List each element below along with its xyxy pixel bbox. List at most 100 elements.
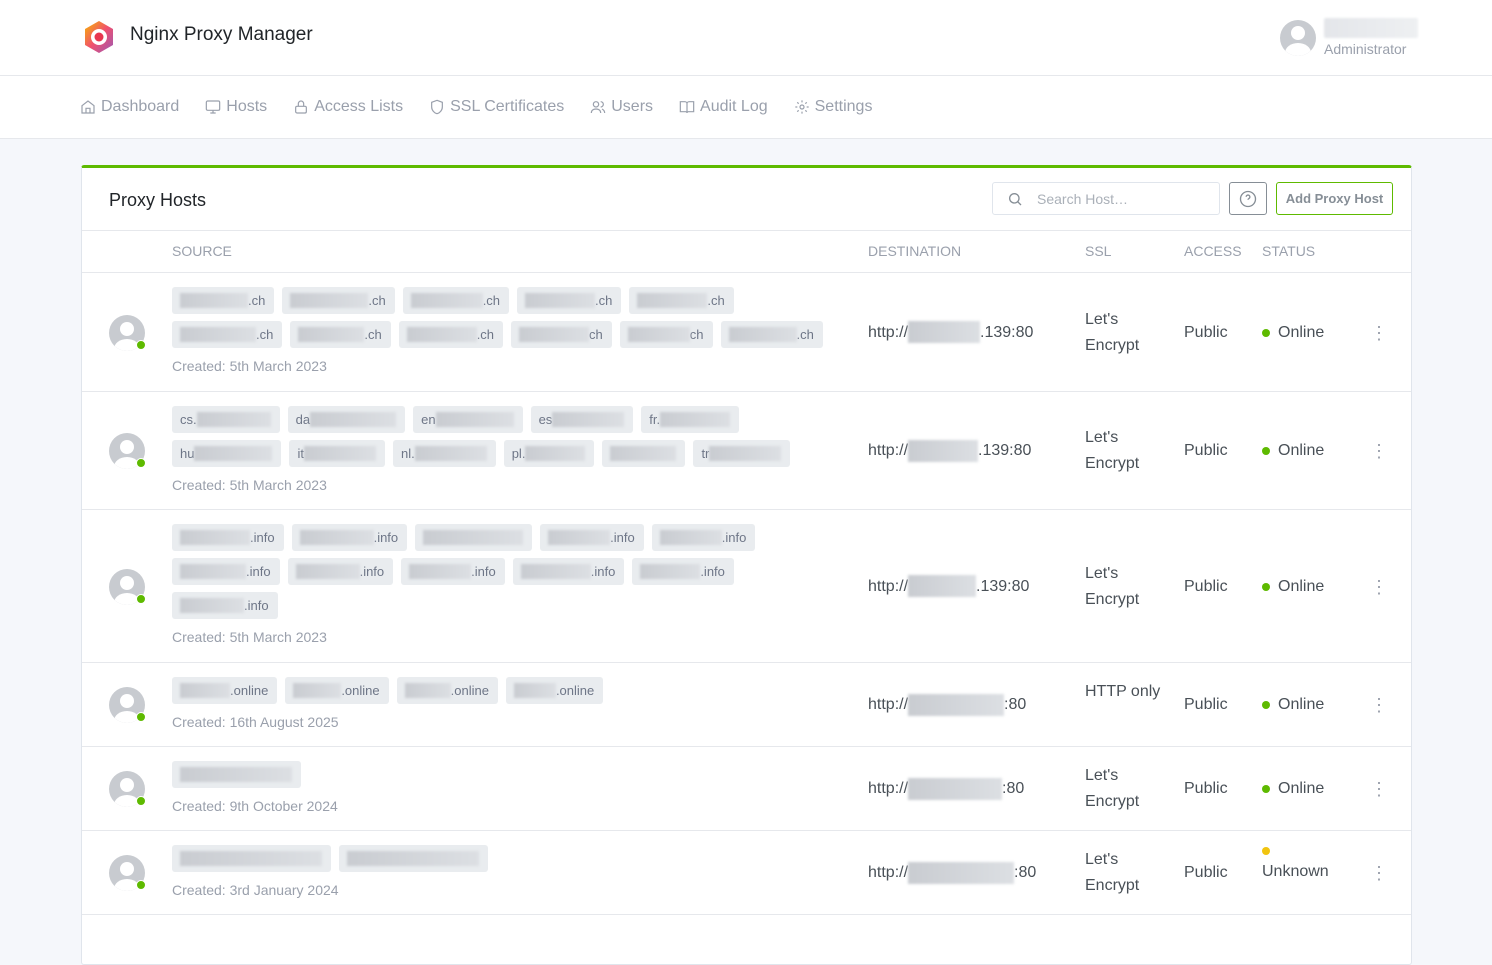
domain-tag[interactable]: it xyxy=(289,440,385,467)
add-proxy-host-button[interactable]: Add Proxy Host xyxy=(1276,182,1393,215)
row-actions-menu-icon[interactable]: ⋮ xyxy=(1370,441,1388,461)
redacted-text xyxy=(423,530,524,545)
search-icon xyxy=(1009,192,1022,205)
dest-prefix: http:// xyxy=(868,864,909,881)
created-date: Created: 16th August 2025 xyxy=(172,714,339,730)
domain-tag[interactable] xyxy=(339,845,488,872)
domain-tag[interactable]: .ch xyxy=(402,287,510,314)
domain-tag[interactable]: pl. xyxy=(503,440,595,467)
domain-tag[interactable]: .info xyxy=(512,558,625,585)
domain-tag[interactable] xyxy=(602,440,686,467)
domain-tag[interactable]: cs. xyxy=(172,406,280,433)
domain-tag[interactable]: nl. xyxy=(392,440,496,467)
domain-tag[interactable]: .online xyxy=(172,677,278,704)
domain-tag[interactable]: .ch xyxy=(172,287,275,314)
redacted-text xyxy=(435,412,514,427)
domain-tag[interactable]: ch xyxy=(511,321,612,348)
nav-audit-log[interactable]: Audit Log xyxy=(679,98,768,116)
domain-tag[interactable]: .info xyxy=(540,524,644,551)
dest-prefix: http:// xyxy=(868,780,909,797)
col-status: STATUS xyxy=(1262,243,1316,259)
source-cell: cs. da en es fr. hu it nl. pl. tr Created: 5th Mar… xyxy=(172,406,842,493)
search-input[interactable]: Search Host… xyxy=(992,182,1220,215)
domain-tag[interactable]: .ch xyxy=(517,287,622,314)
ssl-cell: Let's Encrypt xyxy=(1085,310,1140,354)
table-row[interactable]: .info .info .info .info .info .info .info .info… xyxy=(82,510,1411,663)
destination-cell[interactable]: http://:80 xyxy=(868,860,1036,886)
user-name-redacted xyxy=(1324,18,1418,38)
domain-tag[interactable] xyxy=(415,524,533,551)
row-actions-menu-icon[interactable]: ⋮ xyxy=(1370,322,1388,343)
redacted-text xyxy=(908,439,979,462)
help-button[interactable] xyxy=(1229,182,1267,215)
domain-tag[interactable]: .info xyxy=(651,524,756,551)
row-actions-menu-icon[interactable]: ⋮ xyxy=(1370,779,1388,799)
domain-tag[interactable]: .info xyxy=(172,524,284,551)
status-dot xyxy=(1262,582,1270,591)
table-row[interactable]: Created: 3rd January 2024 http://:80 Let's… xyxy=(82,831,1411,915)
access-cell: Public xyxy=(1184,442,1228,459)
domain-tag[interactable]: .ch xyxy=(398,321,504,348)
redacted-text xyxy=(908,693,1005,716)
nav-dashboard[interactable]: Dashboard xyxy=(80,98,179,116)
domain-tag[interactable]: ch xyxy=(619,321,713,348)
redacted-text xyxy=(659,530,722,545)
redacted-text xyxy=(728,327,797,342)
domain-tag[interactable]: da xyxy=(287,406,406,433)
dest-prefix: http:// xyxy=(868,696,909,713)
destination-cell[interactable]: http://:80 xyxy=(868,776,1024,802)
destination-cell[interactable]: http:// .139:80 xyxy=(868,320,1033,346)
row-actions-menu-icon[interactable]: ⋮ xyxy=(1370,863,1388,883)
table-row[interactable]: .online .online .online .online Created: 16t… xyxy=(82,663,1411,747)
redacted-text xyxy=(709,446,782,461)
row-actions-menu-icon[interactable]: ⋮ xyxy=(1370,695,1388,715)
redacted-text xyxy=(410,293,483,308)
destination-cell[interactable]: http:// .139:80 xyxy=(868,438,1031,464)
domain-tag[interactable]: .info xyxy=(287,558,394,585)
row-actions-menu-icon[interactable]: ⋮ xyxy=(1370,576,1388,597)
domain-tag[interactable]: .online xyxy=(285,677,389,704)
dest-prefix: http:// xyxy=(868,323,909,341)
domain-tag[interactable]: fr. xyxy=(641,406,740,433)
domain-tag[interactable]: .info xyxy=(172,592,278,619)
redacted-text xyxy=(627,327,690,342)
domain-tag[interactable]: .online xyxy=(396,677,498,704)
domain-tag[interactable] xyxy=(172,761,301,788)
domain-tag[interactable]: tr xyxy=(693,440,791,467)
nav-users[interactable]: Users xyxy=(590,98,653,116)
domain-tag[interactable]: .info xyxy=(632,558,734,585)
domain-tag[interactable]: .ch xyxy=(629,287,734,314)
domain-tag[interactable]: .info xyxy=(172,558,280,585)
col-access: ACCESS xyxy=(1184,243,1242,259)
domain-tag[interactable]: .info xyxy=(291,524,408,551)
status-cell: Unknown xyxy=(1262,847,1329,885)
card-header: Proxy Hosts Search Host… Add Proxy Host xyxy=(82,168,1411,231)
redacted-text xyxy=(409,564,472,579)
domain-tag[interactable]: .ch xyxy=(720,321,823,348)
domain-tag[interactable]: en xyxy=(413,406,523,433)
domain-tag[interactable]: hu xyxy=(172,440,282,467)
table-row[interactable]: .ch .ch .ch .ch .ch .ch .ch .ch ch ch .ch Created: … xyxy=(82,273,1411,392)
nav-access-lists[interactable]: Access Lists xyxy=(293,98,403,116)
domain-tag[interactable]: .info xyxy=(401,558,505,585)
nav-ssl-certificates[interactable]: SSL Certificates xyxy=(429,98,564,116)
access-cell: Public xyxy=(1184,696,1228,713)
table-row[interactable]: Created: 9th October 2024 http://:80 Let's… xyxy=(82,747,1411,831)
domain-tag[interactable]: .ch xyxy=(282,287,395,314)
created-date: Created: 3rd January 2024 xyxy=(172,882,339,898)
shield-icon xyxy=(431,99,444,115)
user-menu[interactable]: Administrator xyxy=(1280,18,1418,57)
domain-tag[interactable]: .ch xyxy=(290,321,391,348)
domain-tag[interactable]: .online xyxy=(505,677,604,704)
domain-tag[interactable]: es xyxy=(530,406,634,433)
nav-settings[interactable]: Settings xyxy=(794,98,872,116)
destination-cell[interactable]: http://:80 xyxy=(868,692,1026,718)
user-avatar[interactable] xyxy=(1280,19,1316,56)
app-logo-icon xyxy=(85,21,113,53)
nav-hosts[interactable]: Hosts xyxy=(205,98,267,116)
table-row[interactable]: cs. da en es fr. hu it nl. pl. tr Created: 5th Mar… xyxy=(82,392,1411,510)
domain-suffix: .info xyxy=(471,564,496,579)
destination-cell[interactable]: http:// .139:80 xyxy=(868,574,1029,600)
domain-tag[interactable]: .ch xyxy=(172,321,283,348)
domain-tag[interactable] xyxy=(172,845,331,872)
